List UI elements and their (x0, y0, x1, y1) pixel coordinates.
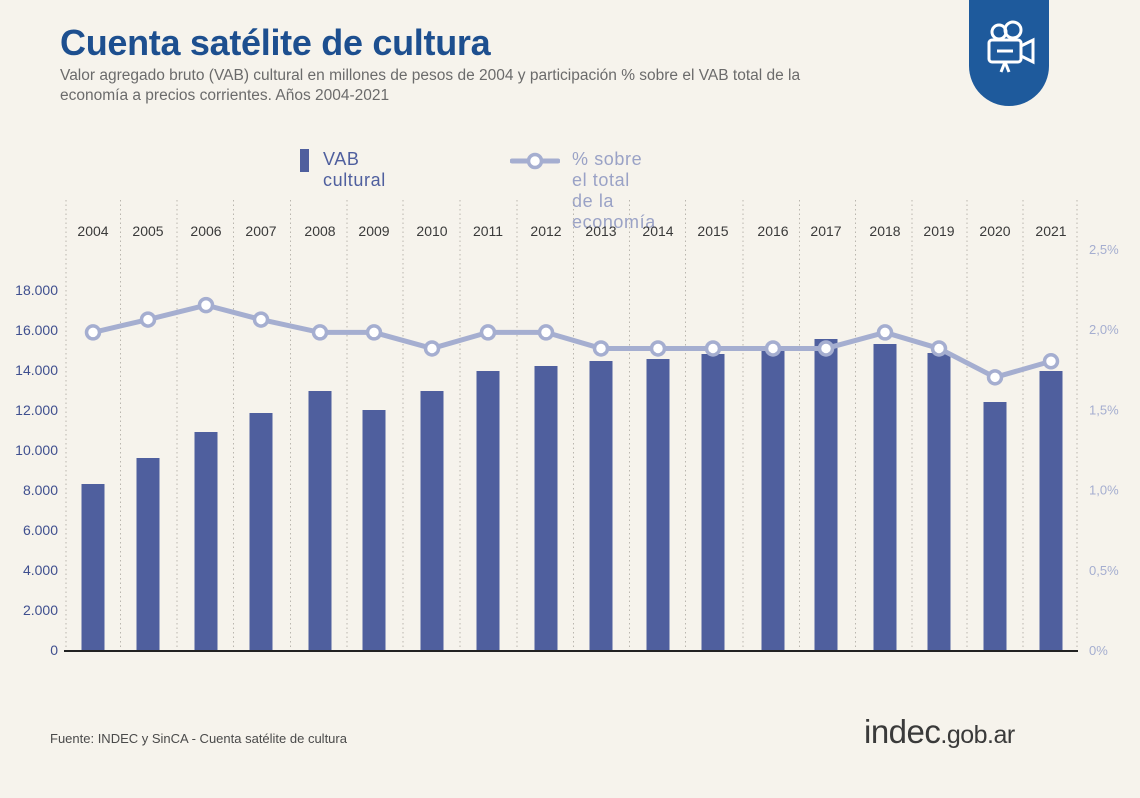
share-point-2005 (139, 311, 157, 328)
y-left-tick: 0 (50, 642, 58, 658)
share-point-2007 (252, 311, 270, 328)
share-point-2008 (311, 324, 329, 341)
legend-line-swatch (510, 152, 560, 170)
share-point-2018 (876, 324, 894, 341)
bar-2017 (814, 339, 838, 650)
share-point-2006 (197, 296, 215, 314)
bar-2011 (476, 371, 500, 650)
y-right-tick: 1,5% (1089, 402, 1119, 417)
year-label-2014: 2014 (642, 223, 673, 239)
legend-line-label: % sobre el total de la economía (572, 149, 656, 232)
year-label-2019: 2019 (923, 223, 954, 239)
legend-bar-label: VAB cultural (323, 149, 386, 190)
year-label-2009: 2009 (358, 223, 389, 239)
bar-2006 (194, 432, 218, 650)
bar-2013 (589, 361, 613, 650)
share-point-2011 (479, 324, 497, 341)
year-label-2018: 2018 (869, 223, 900, 239)
year-label-2005: 2005 (132, 223, 163, 239)
bar-2014 (646, 359, 670, 650)
share-point-2013 (592, 340, 610, 357)
year-label-2020: 2020 (979, 223, 1010, 239)
year-label-2012: 2012 (530, 223, 561, 239)
share-line (90, 302, 1054, 380)
share-point-2020 (986, 369, 1004, 386)
y-right-tick: 2,5% (1089, 242, 1119, 257)
share-point-2010 (423, 340, 441, 357)
chart-title: Cuenta satélite de cultura (60, 22, 491, 63)
year-label-2016: 2016 (757, 223, 788, 239)
y-left-tick: 16.000 (15, 322, 58, 338)
bar-2016 (761, 349, 785, 650)
share-point-2019 (930, 340, 948, 357)
logo-suffix: .gob.ar (940, 721, 1015, 749)
indec-logo: indec.gob.ar (864, 713, 1015, 751)
logo-main: indec (864, 713, 941, 750)
y-right-tick: 0,5% (1089, 563, 1119, 578)
share-point-2021 (1042, 353, 1060, 370)
bar-2015 (701, 354, 725, 650)
legend-bar-swatch (300, 149, 309, 172)
share-point-2012 (537, 324, 555, 341)
y-left-tick: 14.000 (15, 362, 58, 378)
year-label-2007: 2007 (245, 223, 276, 239)
bar-2007 (249, 413, 273, 650)
year-label-2008: 2008 (304, 223, 335, 239)
bar-2009 (362, 410, 386, 650)
film-camera-icon (987, 20, 1035, 73)
y-left-tick: 2.000 (23, 602, 58, 618)
year-label-2017: 2017 (810, 223, 841, 239)
bar-2005 (136, 458, 160, 650)
share-point-2014 (649, 340, 667, 357)
y-left-tick: 10.000 (15, 442, 58, 458)
bar-2012 (534, 366, 558, 650)
source-note: Fuente: INDEC y SinCA - Cuenta satélite … (50, 731, 347, 746)
year-label-2021: 2021 (1035, 223, 1066, 239)
chart-subtitle: Valor agregado bruto (VAB) cultural en m… (60, 67, 801, 104)
y-left-tick: 12.000 (15, 402, 58, 418)
share-point-2009 (365, 324, 383, 341)
share-point-2017 (817, 340, 835, 357)
bar-2010 (420, 391, 444, 650)
bar-2018 (873, 344, 897, 650)
year-label-2011: 2011 (473, 223, 503, 239)
year-label-2006: 2006 (190, 223, 221, 239)
y-left-tick: 8.000 (23, 482, 58, 498)
share-point-2015 (704, 340, 722, 357)
y-right-tick: 1,0% (1089, 483, 1119, 498)
y-right-tick: 2,0% (1089, 322, 1119, 337)
bar-2004 (81, 484, 105, 650)
bar-2008 (308, 391, 332, 650)
year-label-2004: 2004 (77, 223, 108, 239)
y-left-tick: 6.000 (23, 522, 58, 538)
share-point-2004 (84, 324, 102, 341)
culture-badge (969, 0, 1049, 106)
y-right-tick: 0% (1089, 643, 1108, 658)
year-label-2013: 2013 (585, 223, 616, 239)
share-point-2016 (764, 340, 782, 357)
bar-2021 (1039, 371, 1063, 650)
year-label-2010: 2010 (416, 223, 447, 239)
y-left-tick: 18.000 (15, 282, 58, 298)
y-left-tick: 4.000 (23, 562, 58, 578)
bar-2019 (927, 353, 951, 650)
year-label-2015: 2015 (697, 223, 728, 239)
bar-2020 (983, 402, 1007, 650)
